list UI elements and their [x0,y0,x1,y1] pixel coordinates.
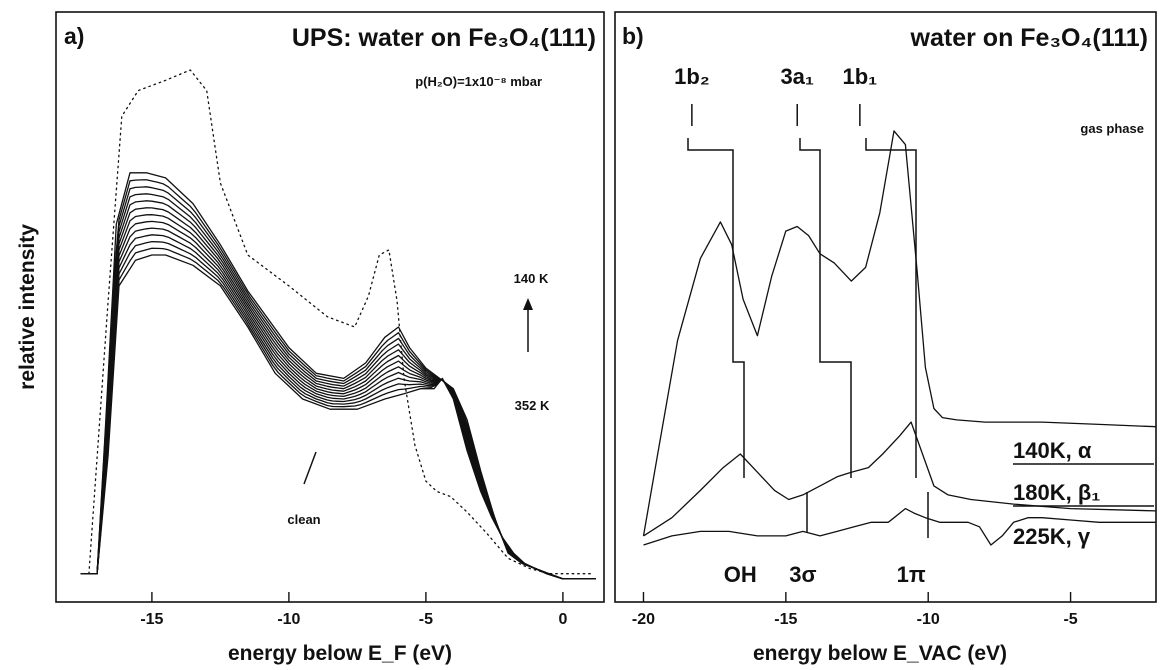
series-line-0-2 [80,254,596,580]
orbital-markers: 1b₂ 3a₁ 1b₁ OH 3σ 1π [674,64,926,587]
series-line-0-0 [88,69,591,575]
guide-1b1 [865,138,917,478]
gas-phase-label: gas phase [1080,121,1144,136]
panel-a-x-ticks: -15 -10 -5 0 [140,592,567,628]
orbital-gas-label: 1b₁ [842,64,877,89]
orbital-adsorbate-label: OH [724,562,757,587]
panel-b-label: b) [622,23,644,49]
panel-a-label: a) [64,23,84,49]
orbital-guide-lines [687,138,929,538]
panel-b-frame [614,11,1157,603]
x-tick-label: 0 [558,611,567,628]
clean-annotation: clean [287,512,320,527]
panel-a-title: UPS: water on Fe₃O₄(111) [292,24,596,52]
x-tick-label: -20 [632,611,655,628]
legend-140k: 140 K [514,271,549,286]
series-label-beta: 180K, β₁ [1013,480,1100,505]
panel-a-xlabel: energy below E_F (eV) [228,642,452,665]
x-tick-label: -5 [419,611,433,628]
panel-a-series [80,69,596,580]
series-label-alpha: 140K, α [1013,438,1092,463]
panel-a-ylabel: relative intensity [16,224,39,390]
series-line-1-0 [642,130,1157,537]
guide-3a1 [799,138,852,478]
guide-1b2 [687,138,745,478]
panel-b-title: water on Fe₃O₄(111) [910,24,1148,52]
orbital-gas-label: 1b₂ [674,64,709,89]
panel-a-pressure: p(H₂O)=1x10⁻⁸ mbar [415,74,542,89]
intermediate-spectrum [80,247,596,580]
intermediate-spectrum [80,179,596,580]
x-tick-label: -15 [140,611,163,628]
intermediate-spectrum [80,193,596,580]
intermediate-spectrum [80,214,596,580]
panel-b-xlabel: energy below E_VAC (eV) [753,642,1007,665]
panel-a-frame [55,11,605,603]
legend-arrow-icon [523,298,533,352]
x-tick-label: -5 [1063,611,1077,628]
intermediate-spectrum [80,200,596,580]
panel-b-x-ticks: -20 -15 -10 -5 [632,592,1078,628]
clean-pointer [303,451,317,485]
intermediate-spectrum [80,186,596,580]
x-tick-label: -10 [277,611,300,628]
x-tick-label: -15 [774,611,797,628]
series-labels: 140K, α 180K, β₁ 225K, γ [1013,438,1154,549]
legend-352k: 352 K [515,398,550,413]
panel-a: a) UPS: water on Fe₃O₄(111) p(H₂O)=1x10⁻… [16,11,605,665]
series-line-1-2 [643,507,1156,546]
orbital-adsorbate-label: 1π [897,562,926,587]
series-label-gamma: 225K, γ [1013,524,1091,549]
orbital-adsorbate-label: 3σ [789,562,816,587]
orbital-gas-label: 3a₁ [780,64,814,89]
series-line-0-1 [80,172,596,580]
panel-b: b) water on Fe₃O₄(111) gas phase energy … [614,11,1157,665]
x-tick-label: -10 [917,611,940,628]
